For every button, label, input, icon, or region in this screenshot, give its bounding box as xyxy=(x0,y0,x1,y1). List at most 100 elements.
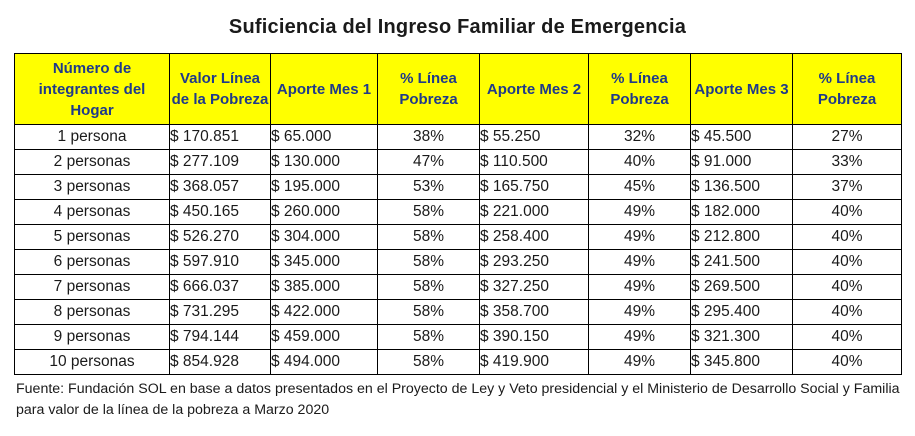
cell-pct-month-3: 40% xyxy=(792,349,902,375)
cell-pct-month-2: 49% xyxy=(588,299,691,325)
income-table: Número de integrantes del Hogar Valor Lí… xyxy=(14,53,902,375)
table-row: 2 personas $ 277.109 $ 130.000 47% $ 110.500… xyxy=(14,149,902,175)
cell-pct-month-1: 53% xyxy=(377,174,480,200)
cell-pct-month-1: 58% xyxy=(377,224,480,250)
cell-household-size: 3 personas xyxy=(14,174,170,200)
cell-pct-month-3: 40% xyxy=(792,199,902,225)
cell-contribution-month-3: $ 45.500 xyxy=(690,124,793,150)
table-row: 1 persona $ 170.851 $ 65.000 38% $ 55.250 32%… xyxy=(14,124,902,150)
cell-household-size: 10 personas xyxy=(14,349,170,375)
cell-pct-month-3: 40% xyxy=(792,274,902,300)
cell-contribution-month-2: $ 55.250 xyxy=(479,124,589,150)
header-contribution-month-3: Aporte Mes 3 xyxy=(690,53,793,125)
cell-household-size: 2 personas xyxy=(14,149,170,175)
table-row: 9 personas $ 794.144 $ 459.000 58% $ 390.150… xyxy=(14,324,902,350)
cell-contribution-month-1: $ 385.000 xyxy=(270,274,378,300)
cell-pct-month-2: 45% xyxy=(588,174,691,200)
table-row: 6 personas $ 597.910 $ 345.000 58% $ 293.250… xyxy=(14,249,902,275)
cell-poverty-line: $ 854.928 xyxy=(169,349,271,375)
cell-poverty-line: $ 277.109 xyxy=(169,149,271,175)
cell-contribution-month-3: $ 182.000 xyxy=(690,199,793,225)
cell-pct-month-3: 40% xyxy=(792,324,902,350)
cell-contribution-month-1: $ 345.000 xyxy=(270,249,378,275)
cell-pct-month-3: 33% xyxy=(792,149,902,175)
cell-pct-month-2: 49% xyxy=(588,199,691,225)
cell-contribution-month-3: $ 321.300 xyxy=(690,324,793,350)
header-pct-month-2: % Línea Pobreza xyxy=(588,53,691,125)
table-body: 1 persona $ 170.851 $ 65.000 38% $ 55.250 32%… xyxy=(14,124,902,375)
cell-pct-month-1: 58% xyxy=(377,249,480,275)
cell-contribution-month-1: $ 304.000 xyxy=(270,224,378,250)
cell-contribution-month-1: $ 130.000 xyxy=(270,149,378,175)
cell-contribution-month-2: $ 221.000 xyxy=(479,199,589,225)
cell-contribution-month-1: $ 195.000 xyxy=(270,174,378,200)
cell-contribution-month-2: $ 258.400 xyxy=(479,224,589,250)
header-contribution-month-2: Aporte Mes 2 xyxy=(479,53,589,125)
cell-pct-month-2: 40% xyxy=(588,149,691,175)
cell-contribution-month-2: $ 419.900 xyxy=(479,349,589,375)
header-poverty-line: Valor Línea de la Pobreza xyxy=(169,53,271,125)
cell-contribution-month-1: $ 260.000 xyxy=(270,199,378,225)
cell-household-size: 1 persona xyxy=(14,124,170,150)
table-row: 3 personas $ 368.057 $ 195.000 53% $ 165.750… xyxy=(14,174,902,200)
cell-poverty-line: $ 170.851 xyxy=(169,124,271,150)
cell-contribution-month-2: $ 165.750 xyxy=(479,174,589,200)
cell-household-size: 5 personas xyxy=(14,224,170,250)
cell-contribution-month-2: $ 293.250 xyxy=(479,249,589,275)
source-footnote: Fuente: Fundación SOL en base a datos pr… xyxy=(16,381,900,418)
cell-pct-month-3: 40% xyxy=(792,224,902,250)
cell-contribution-month-2: $ 358.700 xyxy=(479,299,589,325)
cell-poverty-line: $ 368.057 xyxy=(169,174,271,200)
header-contribution-month-1: Aporte Mes 1 xyxy=(270,53,378,125)
cell-pct-month-2: 49% xyxy=(588,249,691,275)
cell-poverty-line: $ 450.165 xyxy=(169,199,271,225)
cell-poverty-line: $ 731.295 xyxy=(169,299,271,325)
cell-contribution-month-3: $ 295.400 xyxy=(690,299,793,325)
cell-contribution-month-2: $ 327.250 xyxy=(479,274,589,300)
page-title: Suficiencia del Ingreso Familiar de Emer… xyxy=(228,16,687,38)
cell-contribution-month-1: $ 422.000 xyxy=(270,299,378,325)
cell-poverty-line: $ 794.144 xyxy=(169,324,271,350)
cell-pct-month-1: 58% xyxy=(377,274,480,300)
cell-household-size: 6 personas xyxy=(14,249,170,275)
cell-pct-month-3: 40% xyxy=(792,249,902,275)
cell-contribution-month-3: $ 345.800 xyxy=(690,349,793,375)
cell-household-size: 9 personas xyxy=(14,324,170,350)
cell-pct-month-2: 32% xyxy=(588,124,691,150)
table-row: 7 personas $ 666.037 $ 385.000 58% $ 327.250… xyxy=(14,274,902,300)
cell-contribution-month-1: $ 459.000 xyxy=(270,324,378,350)
cell-pct-month-3: 27% xyxy=(792,124,902,150)
cell-pct-month-3: 37% xyxy=(792,174,902,200)
cell-household-size: 7 personas xyxy=(14,274,170,300)
header-pct-month-1: % Línea Pobreza xyxy=(377,53,480,125)
cell-pct-month-1: 58% xyxy=(377,324,480,350)
cell-poverty-line: $ 526.270 xyxy=(169,224,271,250)
cell-household-size: 4 personas xyxy=(14,199,170,225)
cell-contribution-month-3: $ 241.500 xyxy=(690,249,793,275)
cell-contribution-month-3: $ 136.500 xyxy=(690,174,793,200)
cell-poverty-line: $ 666.037 xyxy=(169,274,271,300)
cell-pct-month-2: 49% xyxy=(588,324,691,350)
table-row: 8 personas $ 731.295 $ 422.000 58% $ 358.700… xyxy=(14,299,902,325)
cell-pct-month-1: 58% xyxy=(377,199,480,225)
cell-pct-month-1: 47% xyxy=(377,149,480,175)
cell-pct-month-1: 58% xyxy=(377,349,480,375)
cell-household-size: 8 personas xyxy=(14,299,170,325)
cell-pct-month-2: 49% xyxy=(588,349,691,375)
table-row: 5 personas $ 526.270 $ 304.000 58% $ 258.400… xyxy=(14,224,902,250)
cell-contribution-month-1: $ 494.000 xyxy=(270,349,378,375)
table-header-row: Número de integrantes del Hogar Valor Lí… xyxy=(14,53,902,125)
cell-contribution-month-3: $ 212.800 xyxy=(690,224,793,250)
cell-contribution-month-2: $ 110.500 xyxy=(479,149,589,175)
cell-contribution-month-2: $ 390.150 xyxy=(479,324,589,350)
cell-pct-month-1: 38% xyxy=(377,124,480,150)
table-row: 4 personas $ 450.165 $ 260.000 58% $ 221.000… xyxy=(14,199,902,225)
cell-pct-month-1: 58% xyxy=(377,299,480,325)
cell-contribution-month-1: $ 65.000 xyxy=(270,124,378,150)
cell-contribution-month-3: $ 269.500 xyxy=(690,274,793,300)
cell-poverty-line: $ 597.910 xyxy=(169,249,271,275)
cell-pct-month-3: 40% xyxy=(792,299,902,325)
header-household-size: Número de integrantes del Hogar xyxy=(14,53,170,125)
table-row: 10 personas $ 854.928 $ 494.000 58% $ 419.90… xyxy=(14,349,902,375)
header-pct-month-3: % Línea Pobreza xyxy=(792,53,902,125)
